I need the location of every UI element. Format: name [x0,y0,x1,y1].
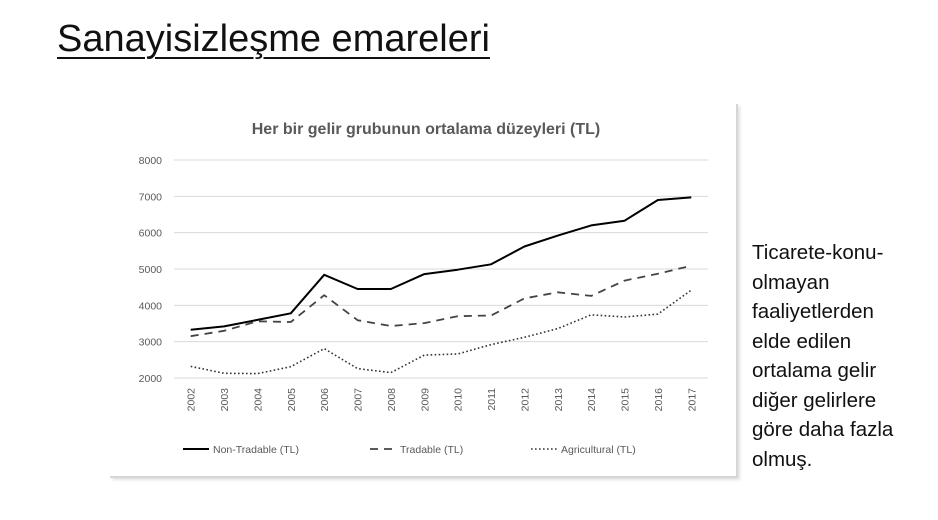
y-tick-label: 3000 [139,337,163,349]
x-tick-label: 2011 [486,388,498,411]
y-tick-label: 7000 [139,191,163,203]
side-note: Ticarete-konu- olmayan faaliyetlerden el… [752,241,894,471]
legend-label: Tradable (TL) [400,444,463,456]
x-tick-label: 2015 [620,388,632,412]
y-tick-label: 6000 [139,228,163,240]
x-tick-label: 2013 [553,388,565,412]
y-axis-ticks: 2000 3000 4000 5000 6000 7000 8000 [139,155,163,385]
x-tick-label: 2009 [419,388,431,412]
x-tick-label: 2004 [252,388,264,412]
legend: Non-Tradable (TL) Tradable (TL) Agricultur… [183,444,636,456]
x-tick-label: 2003 [219,388,231,412]
y-tick-label: 8000 [139,155,163,167]
x-tick-label: 2002 [186,388,198,412]
x-axis-ticks: 2002 2003 2004 2005 2006 2007 2008 2009 2010 2011… [186,388,699,412]
series-lines [190,196,692,375]
x-tick-label: 2017 [686,388,698,412]
x-tick-label: 2016 [653,388,665,412]
grid-lines [174,159,708,379]
slide-title: Sanayisizleşme emareleri [57,18,490,60]
y-tick-label: 5000 [139,264,163,276]
chart-title: Her bir gelir grubunun ortalama düzeyler… [252,121,600,138]
x-tick-label: 2010 [453,388,465,412]
series-line-2 [190,264,692,338]
line-chart: Her bir gelir grubunun ortalama düzeyler… [139,121,708,456]
x-tick-label: 2008 [386,388,398,412]
x-tick-label: 2014 [586,388,598,412]
series-line-1 [190,196,692,331]
chart-card: Her bir gelir grubunun ortalama düzeyler… [110,104,738,478]
series-line-3 [190,289,692,375]
y-tick-label: 4000 [139,300,163,312]
x-tick-label: 2007 [353,388,365,412]
y-tick-label: 2000 [139,373,163,385]
legend-label: Agricultural (TL) [561,444,636,456]
x-tick-label: 2006 [319,388,331,412]
legend-label: Non-Tradable (TL) [213,444,299,456]
x-tick-label: 2012 [519,388,531,412]
x-tick-label: 2005 [286,388,298,412]
